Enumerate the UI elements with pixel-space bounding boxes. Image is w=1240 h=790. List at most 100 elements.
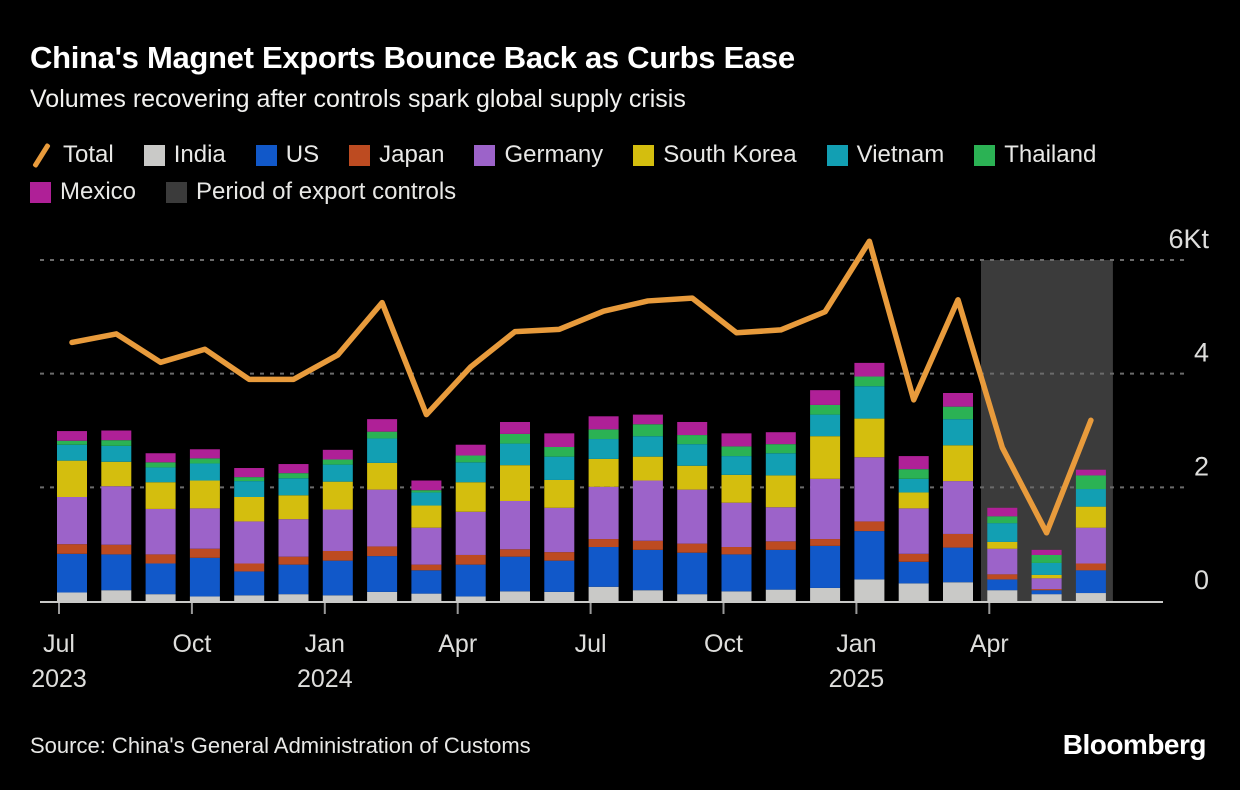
legend-item-us: US <box>255 141 320 169</box>
bar-segment-us <box>544 560 575 592</box>
bar-segment-south-korea <box>322 481 353 510</box>
bar-segment-us <box>677 552 708 595</box>
bar-segment-us <box>500 556 530 592</box>
legend-label: Total <box>63 141 114 168</box>
bar-segment-germany <box>765 507 796 542</box>
bar-segment-mexico <box>367 419 398 432</box>
bar-segment-germany <box>367 489 398 547</box>
bar-segment-vietnam <box>721 456 752 475</box>
bar-segment-thailand <box>1075 475 1106 490</box>
bar-segment-thailand <box>987 516 1018 524</box>
bar-segment-us <box>898 561 929 584</box>
bar-segment-mexico <box>411 480 442 491</box>
bar-segment-south-korea <box>898 492 929 509</box>
legend-item-south-korea: South Korea <box>633 141 797 169</box>
bar-segment-india <box>632 590 663 601</box>
bloomberg-logo: Bloomberg <box>1062 729 1207 760</box>
chart-title: China's Magnet Exports Bounce Back as Cu… <box>30 40 795 75</box>
bar-segment-vietnam <box>234 481 265 498</box>
bar-segment-india <box>854 579 885 601</box>
legend-swatch-icon <box>30 181 51 203</box>
bar-segment-thailand <box>854 376 885 387</box>
bar-segment-japan <box>943 533 973 548</box>
x-tick-year-label: 2023 <box>31 665 87 693</box>
bar-segment-south-korea <box>500 465 530 501</box>
bar-segment-vietnam <box>145 467 176 483</box>
legend-item-japan: Japan <box>349 141 444 169</box>
bar-segment-germany <box>854 457 885 522</box>
x-tick-label: Jan <box>836 630 876 658</box>
bar-segment-vietnam <box>898 478 929 493</box>
bar-segment-germany <box>411 527 442 565</box>
bar-segment-vietnam <box>854 386 885 419</box>
bar-segment-vietnam <box>943 419 973 446</box>
bar-segment-mexico <box>455 444 486 456</box>
bar-segment-vietnam <box>544 456 575 480</box>
bar-segment-thailand <box>677 435 708 445</box>
bar-segment-india <box>765 589 796 601</box>
bar-segment-india <box>677 594 708 601</box>
bar-segment-india <box>1075 593 1106 601</box>
bar-segment-thailand <box>278 473 309 479</box>
bar-segment-thailand <box>57 440 87 445</box>
bar-segment-germany <box>898 508 929 554</box>
bar-segment-us <box>588 547 619 587</box>
legend-swatch-icon <box>826 144 848 166</box>
bar-segment-india <box>544 591 575 601</box>
bar-segment-vietnam <box>588 439 619 459</box>
bar-segment-germany <box>721 502 752 548</box>
bar-segment-us <box>765 549 796 590</box>
bar-segment-india <box>810 587 841 601</box>
bar-segment-mexico <box>500 421 530 434</box>
bar-segment-us <box>234 571 265 596</box>
legend-swatch-icon <box>143 144 165 166</box>
bar-segment-japan <box>987 574 1018 580</box>
chart-subtitle: Volumes recovering after controls spark … <box>30 85 686 113</box>
bar-segment-japan <box>765 541 796 550</box>
bar-segment-south-korea <box>1075 506 1106 528</box>
bar-segment-us <box>854 531 885 580</box>
bar-segment-south-korea <box>234 497 265 522</box>
bar-segment-india <box>898 583 929 601</box>
bar-segment-mexico <box>721 433 752 447</box>
bar-segment-japan <box>500 549 530 557</box>
bar-segment-thailand <box>234 477 265 482</box>
bar-segment-germany <box>544 507 575 553</box>
bar-segment-thailand <box>544 446 575 457</box>
bar-segment-vietnam <box>810 414 841 437</box>
bar-segment-india <box>57 592 87 601</box>
bar-segment-thailand <box>721 446 752 457</box>
bar-segment-south-korea <box>367 462 398 490</box>
bar-segment-thailand <box>500 433 530 444</box>
bar-segment-japan <box>278 556 309 565</box>
bar-segment-japan <box>101 544 132 555</box>
legend-label: Period of export controls <box>196 178 457 205</box>
bar-segment-india <box>278 594 309 601</box>
bar-segment-germany <box>322 509 353 551</box>
bar-segment-thailand <box>411 490 442 493</box>
bar-segment-us <box>57 553 87 593</box>
bar-segment-germany <box>101 486 132 545</box>
bar-segment-india <box>987 590 1018 601</box>
bar-segment-us <box>810 545 841 588</box>
bar-segment-germany <box>810 478 841 540</box>
bar-segment-south-korea <box>765 475 796 508</box>
bar-segment-us <box>278 564 309 595</box>
bar-segment-thailand <box>322 459 353 465</box>
bar-segment-japan <box>1031 589 1062 591</box>
bar-segment-japan <box>411 564 442 571</box>
bar-segment-japan <box>1075 563 1106 571</box>
y-axis-label: 4 <box>1194 338 1209 368</box>
bar-segment-south-korea <box>455 482 486 512</box>
legend-label: US <box>285 141 320 168</box>
bar-segment-japan <box>898 553 929 562</box>
bar-segment-germany <box>234 521 265 564</box>
bar-segment-india <box>367 591 398 601</box>
legend-label: Mexico <box>60 178 137 205</box>
bar-segment-south-korea <box>101 461 132 487</box>
x-tick-year-label: 2024 <box>297 665 353 693</box>
bar-segment-mexico <box>588 416 619 430</box>
total-line <box>69 238 1094 536</box>
bar-segment-south-korea <box>987 541 1018 549</box>
bar-segment-india <box>721 591 752 601</box>
